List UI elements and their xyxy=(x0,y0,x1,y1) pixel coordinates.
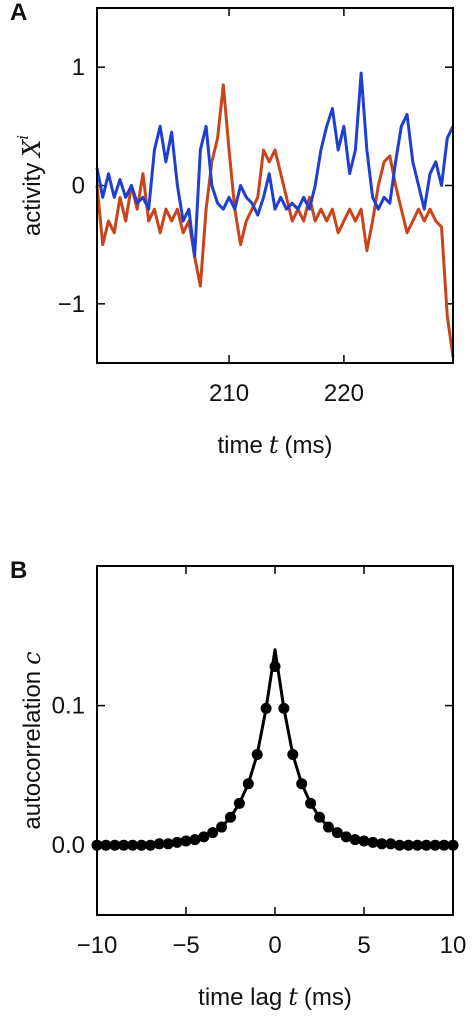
data-point xyxy=(225,811,236,823)
data-point xyxy=(207,827,219,839)
data-point xyxy=(403,839,414,851)
plot-frame xyxy=(96,565,454,916)
x-axis-label-text: time xyxy=(218,432,263,459)
data-point xyxy=(420,839,432,851)
y-tick-label: −1 xyxy=(58,291,85,318)
data-point xyxy=(278,702,290,714)
y-axis-label-text: activity xyxy=(19,163,46,236)
data-line xyxy=(95,83,455,358)
data-point xyxy=(136,839,147,851)
data-point xyxy=(162,838,174,850)
x-axis-label-text: time lag xyxy=(198,984,282,1011)
x-axis-label: time lag t (ms) xyxy=(198,983,352,1011)
data-point xyxy=(180,835,192,847)
data-point xyxy=(296,778,308,790)
data-point xyxy=(153,838,165,850)
data-point xyxy=(340,831,352,843)
data-point xyxy=(242,778,254,790)
data-point xyxy=(394,839,406,851)
x-tick-label: 210 xyxy=(209,380,249,407)
data-line xyxy=(97,648,453,847)
y-axis-label-var: X xyxy=(18,139,46,159)
data-point xyxy=(233,797,245,809)
x-axis-label-unit: (ms) xyxy=(304,984,352,1011)
data-point xyxy=(100,839,112,851)
y-axis-label: autocorrelation c xyxy=(18,651,46,829)
data-point xyxy=(438,839,450,851)
data-point xyxy=(269,661,281,673)
data-point xyxy=(109,839,121,851)
plot-frame xyxy=(96,7,454,364)
data-point xyxy=(367,836,379,848)
data-point xyxy=(314,811,325,823)
x-axis-label: time t (ms) xyxy=(218,431,333,459)
data-point xyxy=(358,835,370,847)
x-tick-label: 10 xyxy=(440,932,467,959)
x-tick-label: 5 xyxy=(357,932,370,959)
data-point xyxy=(349,834,361,846)
x-tick-label: 220 xyxy=(324,380,364,407)
x-tick-label: −10 xyxy=(77,932,118,959)
data-point xyxy=(411,839,423,851)
y-axis-label-text: autocorrelation xyxy=(19,671,46,830)
data-point xyxy=(251,748,263,760)
data-point xyxy=(331,827,343,839)
data-point xyxy=(260,702,272,714)
x-axis-label-var: t xyxy=(288,983,298,1011)
y-tick-label: 0.0 xyxy=(52,832,85,859)
x-tick-label: −5 xyxy=(172,932,199,959)
y-tick-label: 0 xyxy=(72,173,85,200)
y-tick-label: 0.1 xyxy=(52,693,85,720)
y-axis-label: activity Xi xyxy=(14,135,46,236)
data-point xyxy=(287,748,299,760)
data-point xyxy=(189,834,201,846)
data-line xyxy=(95,71,455,258)
x-tick-label: 0 xyxy=(268,932,281,959)
x-axis-label-var: t xyxy=(269,431,279,459)
data-point xyxy=(144,839,156,851)
data-point xyxy=(171,836,183,848)
x-axis-label-unit: (ms) xyxy=(285,432,333,459)
data-point xyxy=(118,839,130,851)
panel-label: B xyxy=(10,557,27,584)
data-point xyxy=(305,797,317,809)
data-point xyxy=(385,838,397,850)
y-axis-label-var: c xyxy=(18,651,46,664)
panel-label: A xyxy=(10,0,27,26)
data-point xyxy=(322,821,334,833)
y-tick-label: 1 xyxy=(72,54,85,81)
data-point xyxy=(127,839,139,851)
y-axis-label-sup: i xyxy=(14,135,32,140)
data-point xyxy=(376,838,388,850)
data-point xyxy=(198,831,210,843)
data-point xyxy=(216,821,228,833)
data-point xyxy=(429,839,441,851)
